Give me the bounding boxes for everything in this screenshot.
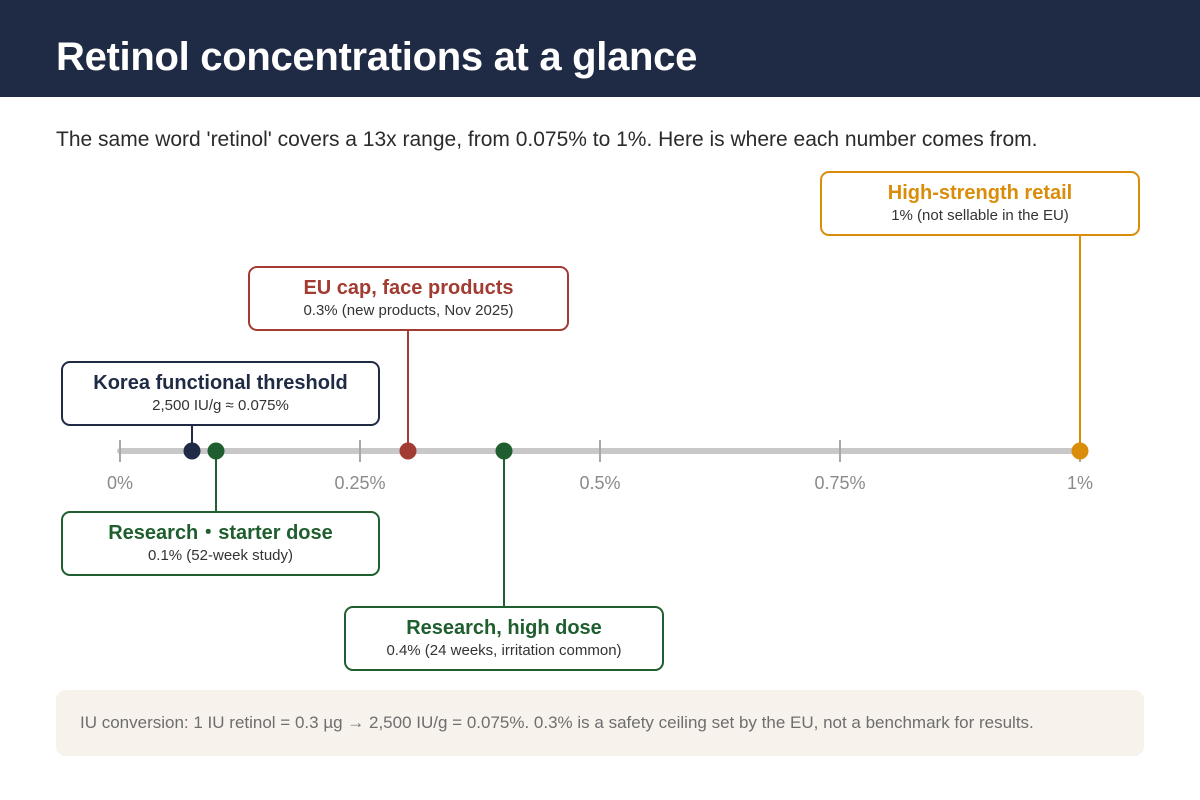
callout-research-high: Research, high dose 0.4% (24 weeks, irri…: [344, 606, 664, 671]
callout-title: Korea functional threshold: [93, 372, 348, 394]
callout-subtitle: 0.1% (52-week study): [147, 547, 294, 564]
axis-tick-label: 0.25%: [334, 473, 385, 493]
callout-title: Research・starter dose: [108, 522, 333, 544]
callout-subtitle: 1% (not sellable in the EU): [891, 207, 1069, 224]
axis-tick-label: 0.5%: [579, 473, 620, 493]
axis-tick-label: 0.75%: [814, 473, 865, 493]
page-subtitle: The same word 'retinol' covers a 13x ran…: [56, 128, 1038, 151]
callout-title: High-strength retail: [887, 182, 1073, 204]
marker-dot-eu: [399, 442, 417, 460]
callout-korea-threshold: Korea functional threshold 2,500 IU/g ≈ …: [61, 361, 380, 426]
callout-title: Research, high dose: [406, 617, 602, 639]
marker-dot-starter: [207, 442, 225, 460]
axis-tick-label: 1%: [1067, 473, 1093, 493]
marker-dot-retail: [1071, 442, 1089, 460]
callout-high-strength-retail: High-strength retail 1% (not sellable in…: [820, 171, 1140, 236]
axis-tick-label: 0%: [107, 473, 133, 493]
callout-subtitle: 0.3% (new products, Nov 2025): [303, 302, 514, 319]
marker-dot-korea: [183, 442, 201, 460]
callout-subtitle: 0.4% (24 weeks, irritation common): [386, 642, 622, 659]
callout-eu-cap: EU cap, face products 0.3% (new products…: [248, 266, 569, 331]
header-bar: Retinol concentrations at a glance: [0, 0, 1200, 97]
callout-subtitle: 2,500 IU/g ≈ 0.075%: [152, 397, 289, 414]
page-title: Retinol concentrations at a glance: [56, 35, 698, 79]
marker-dot-high: [495, 442, 513, 460]
callout-title: EU cap, face products: [303, 277, 514, 299]
conversion-note: IU conversion: 1 IU retinol = 0.3 µg → 2…: [56, 690, 1144, 756]
callout-research-starter: Research・starter dose 0.1% (52-week stud…: [61, 511, 380, 576]
